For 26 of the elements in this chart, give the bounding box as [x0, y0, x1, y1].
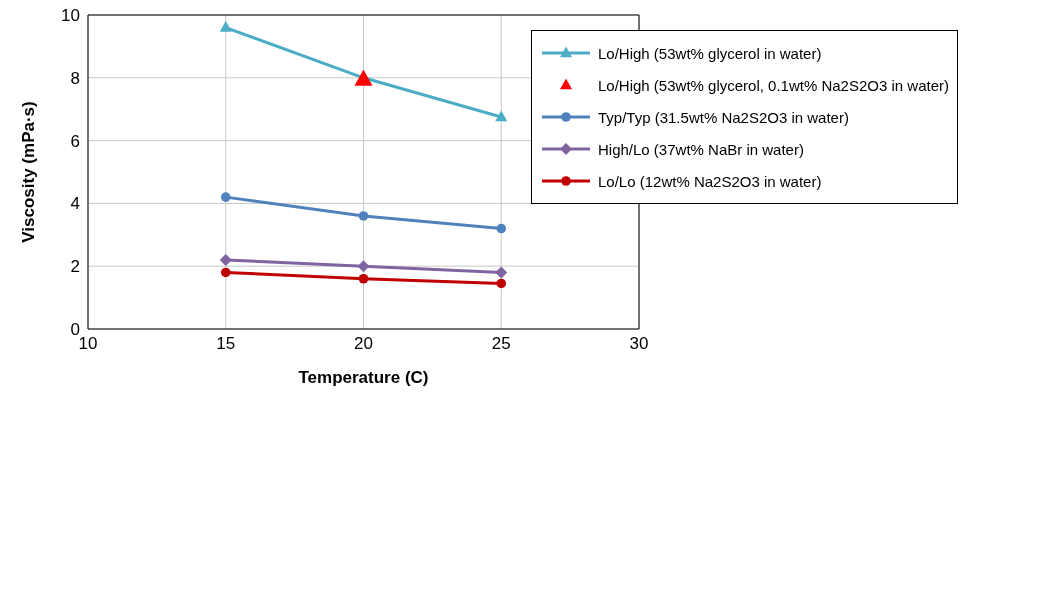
x-tick-label: 30	[629, 334, 649, 354]
x-axis-title: Temperature (C)	[298, 368, 429, 387]
y-tick-label: 4	[70, 194, 80, 214]
legend-label: High/Lo (37wt% NaBr in water)	[598, 140, 804, 158]
x-tick-label: 25	[491, 334, 511, 354]
y-tick-label: 0	[70, 320, 80, 340]
y-tick-label: 8	[70, 68, 80, 88]
point	[496, 278, 507, 289]
y-tick-label: 6	[70, 131, 80, 151]
point	[220, 267, 231, 278]
legend-label: Lo/High (53wt% glycerol, 0.1wt% Na2S2O3 in water)	[598, 76, 949, 94]
legend-label: Lo/High (53wt% glycerol in water)	[598, 44, 822, 62]
y-tick-label: 10	[61, 6, 80, 26]
point	[219, 253, 232, 266]
point	[495, 266, 508, 279]
x-tick-label: 20	[354, 334, 373, 354]
point	[358, 211, 369, 221]
x-tick-label: 15	[216, 334, 236, 354]
y-tick-label: 2	[70, 257, 80, 277]
y-axis-title: Viscosity (mPa·s)	[19, 101, 39, 243]
point	[496, 223, 507, 234]
legend-label: Typ/Typ (31.5wt% Na2S2O3 in water)	[598, 108, 849, 126]
point	[354, 69, 373, 86]
point	[220, 192, 231, 202]
legend-label: Lo/Lo (12wt% Na2S2O3 in water)	[598, 172, 822, 190]
point	[358, 273, 369, 284]
